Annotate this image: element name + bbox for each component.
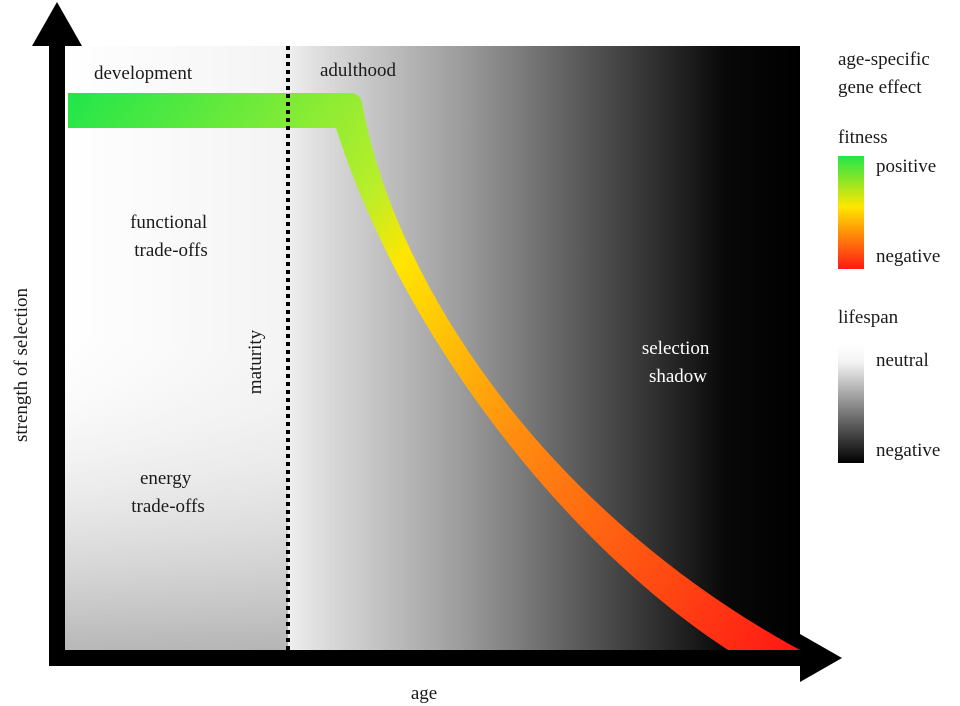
y-axis-arrowhead <box>32 2 82 46</box>
energy-trade-offs-line-1: energy <box>140 468 192 489</box>
development-label: development <box>94 63 193 84</box>
legend-fitness-positive: positive <box>876 156 936 177</box>
adulthood-label: adulthood <box>320 60 396 81</box>
y-axis-label: strength of selection <box>11 287 32 442</box>
x-axis-label: age <box>411 683 437 704</box>
left-region-shading <box>58 46 288 656</box>
legend-title-line-2: gene effect <box>838 77 922 98</box>
legend-lifespan-color-bar <box>838 345 864 463</box>
legend-title-line-1: age-specific <box>838 49 930 70</box>
legend-fitness-color-bar <box>838 156 864 269</box>
legend-fitness-negative: negative <box>876 246 940 267</box>
functional-trade-offs-line-2: trade-offs <box>134 240 208 261</box>
energy-trade-offs-line-2: trade-offs <box>131 496 205 517</box>
legend-title: age-specific gene effect <box>838 49 935 98</box>
legend-lifespan-neutral: neutral <box>876 350 929 371</box>
functional-trade-offs-line-1: functional <box>130 212 207 233</box>
x-axis-arrowhead <box>800 634 842 682</box>
functional-trade-offs-label: functional trade-offs <box>130 212 212 261</box>
energy-trade-offs-label: energy trade-offs <box>131 468 205 517</box>
selection-shadow-line-2: shadow <box>649 366 707 387</box>
selection-shadow-line-1: selection <box>642 338 710 359</box>
legend-lifespan-label: lifespan <box>838 307 899 328</box>
selection-shadow-label: selection shadow <box>642 338 714 387</box>
legend: age-specific gene effect fitness positiv… <box>838 49 940 463</box>
maturity-label: maturity <box>245 329 266 394</box>
legend-fitness-label: fitness <box>838 127 888 148</box>
legend-lifespan-negative: negative <box>876 440 940 461</box>
